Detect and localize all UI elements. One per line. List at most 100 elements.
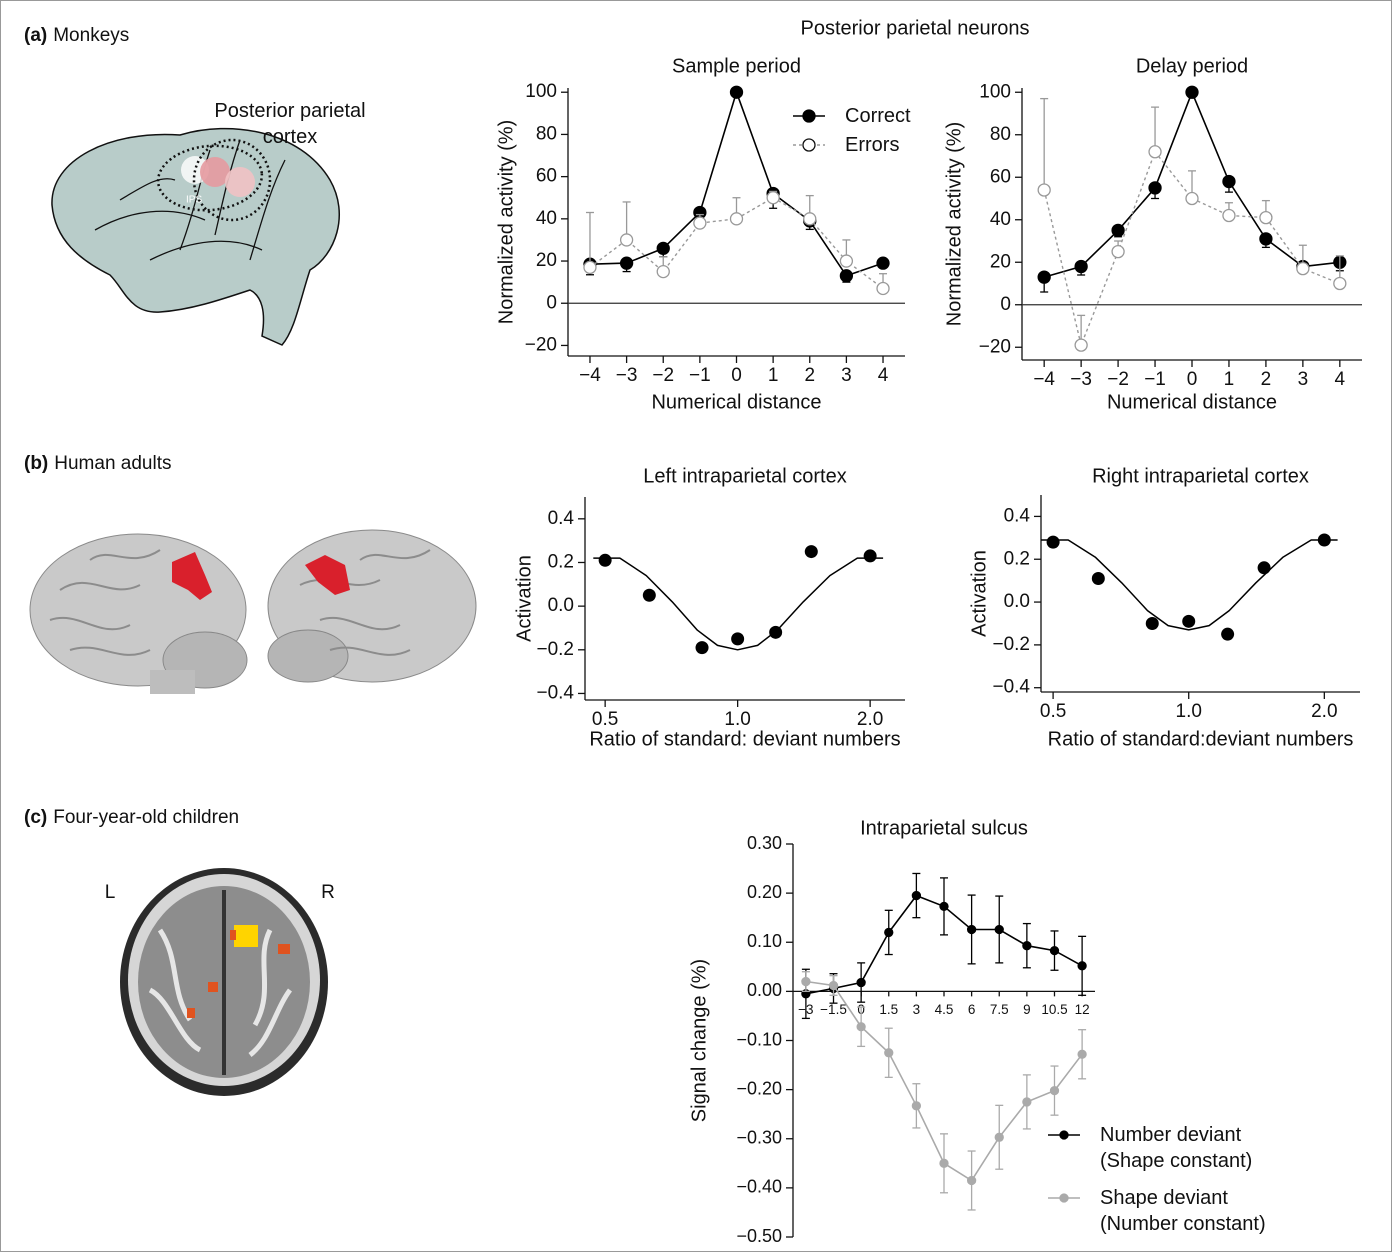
x-tick-label: 1: [768, 365, 779, 386]
data-point: [731, 213, 743, 225]
y-tick-label: −0.4: [992, 677, 1030, 698]
data-point: [995, 925, 1003, 933]
data-point: [584, 261, 596, 273]
data-point: [857, 1023, 865, 1031]
data-point: [1260, 212, 1272, 224]
legend-label: Shape deviant (Number constant): [1100, 1185, 1280, 1237]
legend-marker: [803, 139, 815, 151]
x-tick-label: 4: [878, 365, 889, 386]
panel-label: (a)Monkeys: [24, 25, 129, 46]
data-point: [968, 925, 976, 933]
data-point: [621, 234, 633, 246]
data-point: [696, 641, 709, 654]
data-point: [621, 257, 633, 269]
legend-marker: [1060, 1194, 1068, 1202]
data-point: [1023, 1098, 1031, 1106]
x-tick-label: −4: [1033, 369, 1055, 390]
y-tick-label: 60: [990, 166, 1011, 187]
data-point: [1221, 628, 1234, 641]
data-point: [1050, 1087, 1058, 1095]
data-point: [767, 192, 779, 204]
x-tick-label: 9: [1023, 1002, 1031, 1017]
data-point: [1078, 1050, 1086, 1058]
legend-label: Correct: [845, 103, 1025, 129]
data-point: [885, 928, 893, 936]
y-tick-label: 20: [536, 250, 557, 271]
x-tick-label: 0.5: [592, 709, 618, 730]
panel-letter: (c): [24, 807, 47, 828]
y-tick-label: 60: [536, 166, 557, 187]
legend-label: Errors: [845, 132, 1025, 158]
right-label: R: [321, 882, 335, 903]
data-point: [1038, 184, 1050, 196]
data-point: [840, 270, 852, 282]
ips-label: IPS: [186, 195, 202, 206]
x-tick-label: −1: [1144, 369, 1166, 390]
panel-label: (b) Human adults: [24, 453, 172, 474]
y-tick-label: −0.40: [736, 1177, 782, 1197]
panel-title: Four-year-old children: [53, 807, 239, 828]
data-point: [877, 257, 889, 269]
data-point: [1023, 942, 1031, 950]
y-tick-label: 0.20: [747, 882, 782, 902]
y-axis-label: Activation: [968, 550, 990, 637]
panel-title: Human adults: [54, 453, 171, 474]
data-point: [1223, 210, 1235, 222]
panel-letter: (a): [24, 25, 47, 46]
x-axis-label: Ratio of standard: deviant numbers: [589, 728, 900, 750]
x-tick-label: −2: [1107, 369, 1129, 390]
x-tick-label: 0: [731, 365, 742, 386]
data-point: [830, 981, 838, 989]
data-point: [1038, 271, 1050, 283]
y-tick-label: 0.10: [747, 931, 782, 951]
data-point: [802, 978, 810, 986]
data-point: [805, 545, 818, 558]
x-tick-label: −3: [1070, 369, 1092, 390]
y-tick-label: 0: [546, 292, 557, 313]
x-tick-label: 0.5: [1040, 701, 1066, 722]
panel-label: (c) Four-year-old children: [24, 807, 239, 828]
y-tick-label: −0.2: [536, 639, 574, 660]
x-tick-label: 6: [968, 1002, 976, 1017]
x-tick-label: 1: [1224, 369, 1235, 390]
y-tick-label: 100: [979, 81, 1011, 102]
data-point: [643, 589, 656, 602]
chart-title: Right intraparietal cortex: [1092, 465, 1309, 487]
x-axis-label: Numerical distance: [651, 391, 821, 413]
data-point: [1047, 536, 1060, 549]
x-tick-label: −2: [652, 365, 674, 386]
x-tick-label: 3: [1298, 369, 1309, 390]
legend-marker: [1060, 1131, 1068, 1139]
x-tick-label: 12: [1075, 1002, 1090, 1017]
data-point: [864, 549, 877, 562]
data-point: [694, 217, 706, 229]
figure: (a)Monkeys (b) Human adults (c) Four-year-…: [0, 0, 1392, 1252]
y-axis-label: Signal change (%): [688, 959, 710, 1122]
y-axis-label: Normalized activity (%): [495, 120, 517, 324]
y-tick-label: −0.2: [992, 634, 1030, 655]
y-axis-label: Activation: [513, 555, 535, 642]
x-tick-label: 3: [841, 365, 852, 386]
chart-title: Delay period: [1136, 55, 1248, 77]
data-point: [1182, 615, 1195, 628]
data-point: [1318, 533, 1331, 546]
panel-letter: (b): [24, 453, 48, 474]
x-tick-label: 4: [1335, 369, 1346, 390]
data-point: [1075, 261, 1087, 273]
y-tick-label: −0.20: [736, 1078, 782, 1098]
data-point: [1078, 962, 1086, 970]
figure-canvas: (a)Monkeys (b) Human adults (c) Four-year-…: [0, 0, 1392, 1252]
data-point: [940, 902, 948, 910]
data-point: [995, 1133, 1003, 1141]
x-tick-label: 4.5: [935, 1002, 954, 1017]
data-point: [912, 892, 920, 900]
x-tick-label: −1.5: [820, 1002, 847, 1017]
x-tick-label: 2: [804, 365, 815, 386]
data-point: [1223, 176, 1235, 188]
data-point: [940, 1159, 948, 1167]
data-point: [877, 282, 889, 294]
group-title: Posterior parietal neurons: [800, 17, 1029, 39]
x-tick-label: 1.5: [879, 1002, 898, 1017]
data-point: [1075, 339, 1087, 351]
y-tick-label: 0.2: [1004, 548, 1030, 569]
